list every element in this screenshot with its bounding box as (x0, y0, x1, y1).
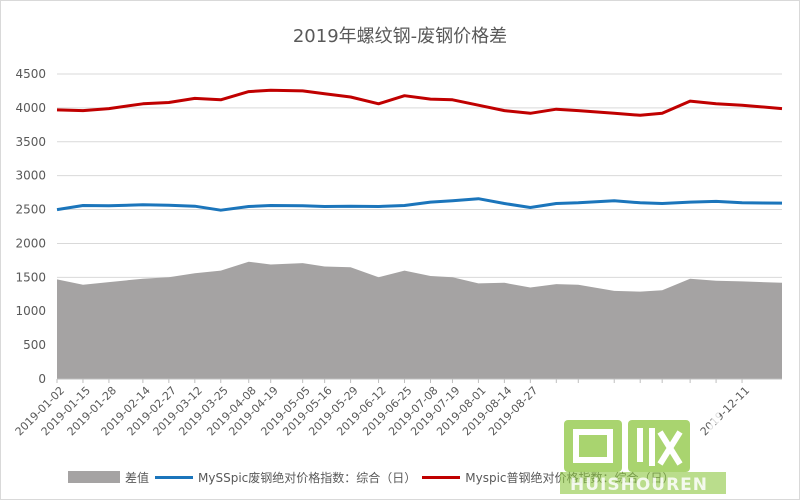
y-tick-label-500: 500 (23, 338, 46, 352)
y-tick-label-1000: 1000 (15, 304, 46, 318)
legend-label-difference: 差值 (125, 470, 150, 485)
series-area-difference (57, 261, 782, 379)
y-tick-label-4500: 4500 (15, 67, 46, 81)
y-tick-label-2000: 2000 (15, 236, 46, 250)
chart-title: 2019年螺纹钢-废钢价格差 (292, 26, 508, 47)
legend-swatch-scrap-steel (155, 475, 194, 479)
series-line-scrap-steel (56, 197, 783, 212)
difference-area-layer (57, 261, 782, 379)
y-tick-label-2500: 2500 (15, 203, 46, 217)
y-tick-label-3500: 3500 (15, 135, 46, 149)
huishouren-watermark-logo: HUISHOUREN (556, 402, 732, 498)
legend-label-scrap-steel: MySSpic废钢绝对价格指数：综合（日） (198, 470, 417, 485)
y-tick-label-4000: 4000 (15, 101, 46, 115)
y-axis: 0 500 1000 1500 2000 2500 3000 3500 4000 4500 (15, 67, 46, 386)
legend-swatch-common-steel (422, 475, 461, 479)
y-tick-label-3000: 3000 (15, 169, 46, 183)
watermark-text: HUISHOUREN (570, 475, 709, 495)
y-tick-label-0: 0 (38, 372, 46, 386)
y-tick-label-1500: 1500 (15, 270, 46, 284)
series-line-common-steel (56, 88, 783, 117)
recycle-logo-icon (560, 409, 732, 494)
legend-item-difference: 差值 (68, 469, 149, 486)
price-lines-layer (56, 88, 783, 212)
legend-swatch-difference (68, 471, 120, 483)
legend-item-scrap-steel: MySSpic废钢绝对价格指数：综合（日） (155, 469, 416, 486)
